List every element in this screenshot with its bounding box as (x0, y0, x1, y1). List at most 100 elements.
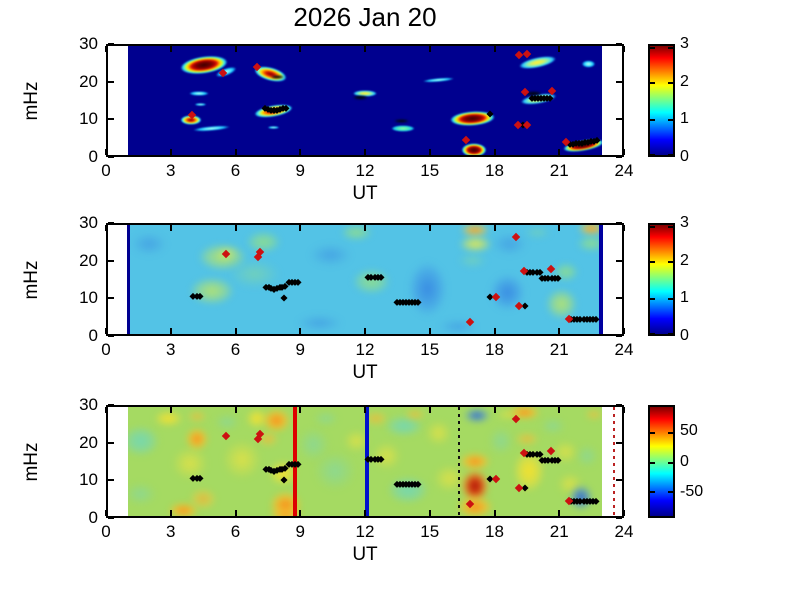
x-axis-tick (105, 225, 107, 231)
colorbar-tick-label: 2 (680, 72, 689, 90)
colorbar-tick (650, 47, 655, 49)
heat-patch (453, 493, 497, 516)
colorbar-tick (650, 432, 655, 435)
wave-power-blob (389, 125, 416, 133)
x-axis-tick (169, 407, 172, 413)
colorbar-tick (668, 432, 673, 435)
y-axis-tick (616, 259, 622, 262)
y-axis-label: mHz (21, 80, 42, 121)
x-axis-tick (558, 407, 561, 413)
x-axis-tick (105, 149, 107, 155)
x-tick-label: 15 (420, 522, 440, 541)
y-tick-label: 0 (88, 147, 98, 166)
colorbar-tick-label: 0 (680, 452, 689, 470)
wave-power-blob (266, 125, 280, 129)
x-axis-tick (428, 225, 431, 231)
colorbar-tick (668, 226, 673, 228)
y-axis-tick (108, 156, 114, 158)
y-tick-label: 10 (79, 288, 98, 308)
x-tick-label: 3 (166, 340, 176, 359)
y-axis-tick (108, 80, 114, 83)
x-tick-label: 12 (355, 522, 375, 541)
x-axis-tick (623, 149, 625, 155)
heat-patch (485, 270, 530, 316)
heat-patch (336, 225, 376, 242)
x-axis-tick (234, 225, 237, 231)
x-tick-label: 24 (614, 161, 634, 180)
dark-smudge (522, 91, 545, 96)
panel-2-plot-area (105, 222, 625, 337)
x-tick-label: 12 (355, 340, 375, 359)
x-axis-tick (428, 328, 431, 334)
x-axis-tick (364, 407, 366, 413)
colorbar-tick (668, 490, 673, 493)
y-axis-tick (616, 441, 622, 444)
y-tick-label: 10 (79, 470, 98, 490)
x-tick-label: 0 (101, 340, 111, 359)
y-axis-tick (616, 404, 622, 406)
x-axis-tick (493, 510, 496, 516)
event-vline (613, 407, 616, 516)
x-axis-tick (364, 225, 366, 231)
y-tick-label: 30 (79, 213, 98, 232)
y-axis-tick (616, 222, 622, 224)
heat-patch (302, 240, 359, 271)
heat-patch (455, 451, 495, 473)
colorbar-tick-label: 1 (680, 110, 689, 128)
x-axis-tick (299, 46, 302, 52)
y-axis-label: mHz (21, 441, 42, 482)
x-tick-label: 24 (614, 522, 634, 541)
wave-power-blob (188, 91, 210, 97)
x-axis-tick (234, 328, 237, 334)
colorbar-tick-label: 50 (680, 422, 698, 440)
x-tick-label: 6 (230, 522, 241, 541)
wave-power-blob (191, 124, 233, 133)
x-axis-tick (623, 407, 625, 413)
y-axis-tick (108, 404, 114, 406)
heat-patch (453, 251, 493, 271)
y-axis-tick (108, 335, 114, 337)
heat-patch (511, 430, 542, 448)
x-axis-tick (299, 407, 302, 413)
x-axis-tick (169, 46, 172, 52)
colorbar-tick-label: 3 (680, 214, 689, 231)
x-tick-label: 3 (166, 522, 176, 541)
colorbar-tick (668, 261, 673, 264)
x-tick-label: 18 (485, 161, 504, 180)
x-axis-tick (493, 225, 496, 231)
wave-power-blob (194, 103, 208, 107)
wave-power-blob (461, 143, 487, 155)
x-axis-tick (169, 328, 172, 334)
x-tick-label: 15 (420, 340, 440, 359)
x-tick-label: 0 (101, 161, 111, 180)
x-axis-tick (169, 149, 172, 155)
heat-patch (151, 408, 186, 428)
colorbar-tick (668, 333, 673, 335)
colorbar-tick (650, 490, 655, 493)
heat-patch (127, 478, 163, 509)
x-axis-tick (234, 510, 237, 516)
y-tick-label: 30 (79, 395, 98, 414)
event-vline (457, 407, 460, 516)
x-tick-label: 15 (420, 161, 440, 180)
colorbar-tick (650, 118, 655, 121)
y-tick-label: 10 (79, 109, 98, 129)
colorbar-tick (668, 461, 673, 464)
x-axis-tick (558, 149, 561, 155)
x-axis-tick (234, 46, 237, 52)
panel-1-plot-area (105, 43, 625, 158)
heat-patch (265, 507, 305, 516)
y-tick-label: 20 (79, 250, 98, 270)
colorbar-tick (650, 226, 655, 228)
x-axis-tick (558, 225, 561, 231)
panel-1-data-region (127, 46, 603, 155)
x-axis-tick (364, 149, 366, 155)
x-axis-tick (234, 407, 237, 413)
heat-patch (289, 311, 350, 334)
panel-2-data-region (127, 225, 603, 334)
heat-patch (308, 408, 344, 428)
x-axis-tick (428, 510, 431, 516)
x-axis-tick (105, 328, 107, 334)
x-axis-tick (299, 328, 302, 334)
